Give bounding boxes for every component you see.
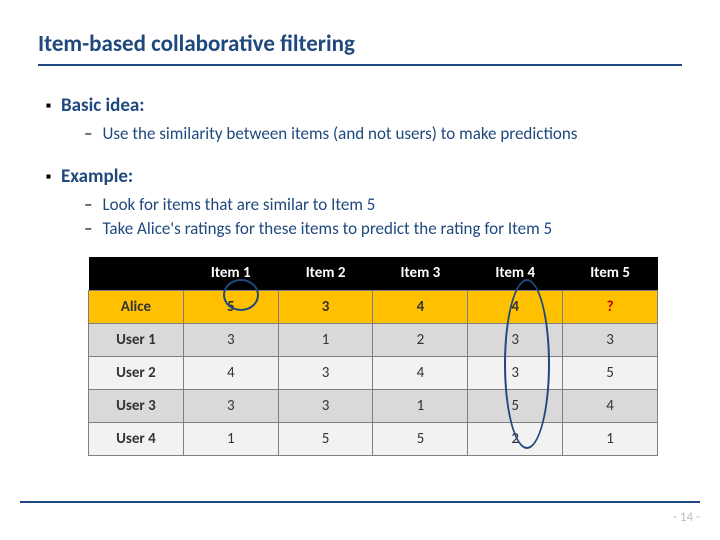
table-cell: 5 <box>183 290 278 323</box>
table-cell: 5 <box>278 422 373 455</box>
ratings-table: Item 1 Item 2 Item 3 Item 4 Item 5 Alice… <box>88 257 658 456</box>
table-row-name: Alice <box>89 290 184 323</box>
table-cell: 3 <box>278 389 373 422</box>
table-cell: 3 <box>563 323 658 356</box>
table-cell: 3 <box>278 290 373 323</box>
table-cell-qmark: ? <box>563 290 658 323</box>
bullet-example-sub2: Take Alice's ratings for these items to … <box>84 218 682 239</box>
table-cell: 1 <box>563 422 658 455</box>
table-cell: 3 <box>468 323 563 356</box>
table-col-label: Item 2 <box>278 257 373 290</box>
table-cell: 4 <box>468 290 563 323</box>
table-cell: 1 <box>373 389 468 422</box>
bullet-basic-idea-sub: Use the similarity between items (and no… <box>84 123 682 144</box>
footer-rule: - 14 - <box>20 501 700 526</box>
table-cell: 3 <box>468 356 563 389</box>
table-cell: 3 <box>183 389 278 422</box>
table-header-row: Item 1 Item 2 Item 3 Item 4 Item 5 <box>89 257 658 290</box>
table-row-alice: Alice 5 3 4 4 ? <box>89 290 658 323</box>
table-cell: 1 <box>183 422 278 455</box>
table-cell: 5 <box>563 356 658 389</box>
table-cell: 3 <box>183 323 278 356</box>
table-col-label: Item 1 <box>183 257 278 290</box>
table-cell: 3 <box>278 356 373 389</box>
bullet-example-sub1: Look for items that are similar to Item … <box>84 194 682 215</box>
table-cell: 4 <box>563 389 658 422</box>
table-row-name: User 3 <box>89 389 184 422</box>
table-cell: 4 <box>373 356 468 389</box>
table-cell: 2 <box>468 422 563 455</box>
table-row: User 2 4 3 4 3 5 <box>89 356 658 389</box>
table-col-label: Item 3 <box>373 257 468 290</box>
table-cell: 5 <box>373 422 468 455</box>
slide: Item-based collaborative filtering Basic… <box>0 0 720 540</box>
table-row-name: User 4 <box>89 422 184 455</box>
table-row-name: User 2 <box>89 356 184 389</box>
table-row: User 3 3 3 1 5 4 <box>89 389 658 422</box>
table-cell: 4 <box>183 356 278 389</box>
title-rule <box>38 64 682 66</box>
slide-title: Item-based collaborative filtering <box>38 30 682 58</box>
table-cell: 2 <box>373 323 468 356</box>
table-col-label: Item 4 <box>468 257 563 290</box>
table-col-label <box>89 257 184 290</box>
bullet-example: Example: <box>46 165 682 188</box>
bullet-basic-idea: Basic idea: <box>46 94 682 117</box>
table-col-label: Item 5 <box>563 257 658 290</box>
table-row: User 1 3 1 2 3 3 <box>89 323 658 356</box>
table-row: User 4 1 5 5 2 1 <box>89 422 658 455</box>
page-number: - 14 - <box>673 510 700 525</box>
table-cell: 4 <box>373 290 468 323</box>
table-cell: 5 <box>468 389 563 422</box>
ratings-table-wrap: Item 1 Item 2 Item 3 Item 4 Item 5 Alice… <box>88 257 658 456</box>
table-row-name: User 1 <box>89 323 184 356</box>
table-cell: 1 <box>278 323 373 356</box>
